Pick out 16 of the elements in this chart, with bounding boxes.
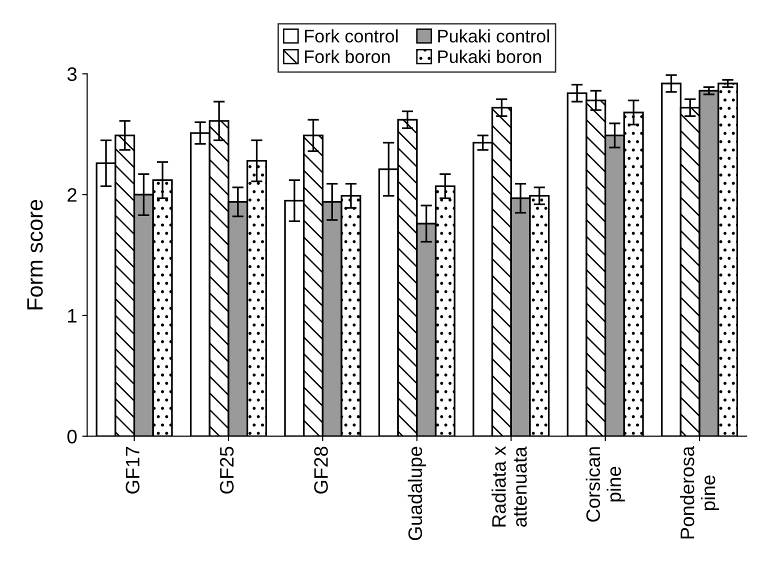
legend-label: Fork boron [305,50,390,64]
y-tick-label: 3 [67,67,77,82]
x-tick-label: Radiata x attenuata [492,446,527,527]
x-tick-label: GF17 [126,446,140,494]
x-tick-label: GF28 [314,446,328,494]
x-tick-label: Guadalupe [408,446,426,540]
y-tick-label: 0 [67,430,77,444]
legend-label: Fork control [305,29,398,43]
y-axis-title: Form score [27,200,43,310]
legend-label: Pukaki control [438,29,549,43]
x-tick-label: GF25 [220,446,234,494]
legend-label: Pukaki boron [438,50,541,64]
x-tick-label: Ponderosa pine [680,446,720,538]
y-tick-label: 2 [68,188,76,202]
y-tick-label: 1 [68,309,76,322]
x-tick-label: Corsican pine [586,447,625,522]
